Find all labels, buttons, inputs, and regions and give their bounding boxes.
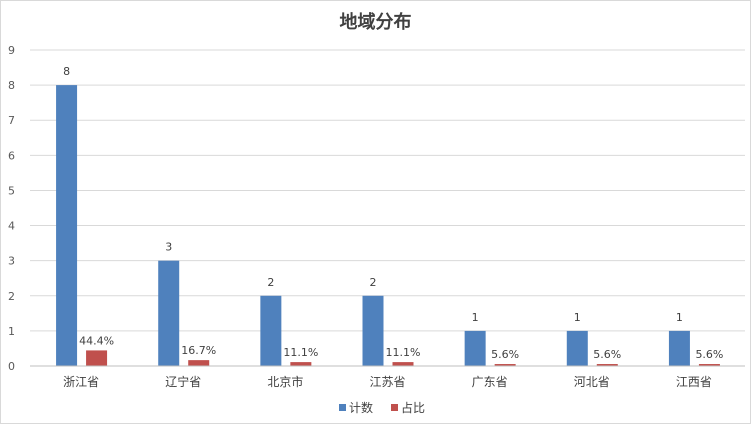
- y-tick-label: 0: [8, 360, 15, 373]
- data-label: 11.1%: [386, 346, 421, 359]
- data-label: 5.6%: [695, 348, 723, 361]
- category-label: 河北省: [574, 375, 610, 389]
- legend-label: 占比: [401, 400, 425, 415]
- bar-share: [698, 364, 720, 366]
- gridlines: [30, 49, 745, 332]
- bar-share: [596, 364, 618, 366]
- data-label: 5.6%: [593, 348, 621, 361]
- y-tick-label: 6: [8, 149, 15, 162]
- data-label: 16.7%: [181, 344, 216, 357]
- bar-count: [260, 295, 282, 366]
- legend-label: 计数: [349, 400, 373, 415]
- bar-count: [158, 260, 180, 366]
- bar-count: [362, 295, 384, 366]
- bar-count: [464, 330, 486, 366]
- data-label: 2: [370, 276, 377, 289]
- category-label: 广东省: [472, 375, 508, 389]
- y-axis: 0 1 2 3 4 5 6 7 8 9: [8, 44, 15, 373]
- y-tick-label: 9: [8, 44, 15, 57]
- category-label: 浙江省: [63, 375, 99, 389]
- bar-share: [392, 362, 414, 366]
- data-label: 3: [165, 241, 172, 254]
- chart-title: 地域分布: [339, 12, 412, 33]
- data-label: 11.1%: [283, 346, 318, 359]
- legend-swatch-count: [339, 404, 346, 411]
- bar-count: [56, 85, 78, 366]
- y-tick-label: 8: [8, 79, 15, 92]
- data-label: 44.4%: [79, 334, 114, 347]
- bar-share: [86, 350, 108, 366]
- bar-count: [566, 330, 588, 366]
- bar-share: [290, 362, 312, 366]
- bar-count: [668, 330, 690, 366]
- data-label: 5.6%: [491, 348, 519, 361]
- data-label: 1: [676, 311, 683, 324]
- data-label: 2: [267, 276, 274, 289]
- category-label: 辽宁省: [165, 374, 201, 389]
- data-label: 8: [63, 65, 70, 78]
- data-labels: 8 44.4% 3 16.7% 2 11.1% 2 11.1% 1 5.6% 1 5.6% 1 5.6%: [63, 65, 723, 361]
- y-tick-label: 1: [8, 325, 15, 338]
- data-label: 1: [574, 311, 581, 324]
- category-label: 江西省: [676, 375, 712, 389]
- legend-swatch-share: [391, 404, 398, 411]
- y-tick-label: 3: [8, 255, 15, 268]
- y-tick-label: 4: [8, 220, 15, 233]
- y-tick-label: 2: [8, 290, 15, 303]
- bars: [56, 85, 720, 366]
- legend: 计数 占比: [339, 400, 425, 415]
- category-label: 江苏省: [369, 375, 405, 389]
- category-label: 北京市: [267, 374, 303, 389]
- bar-share: [494, 364, 516, 366]
- y-tick-label: 5: [8, 184, 15, 197]
- y-tick-label: 7: [8, 114, 15, 127]
- data-label: 1: [472, 311, 479, 324]
- x-axis: 浙江省 辽宁省 北京市 江苏省 广东省 河北省 江西省: [30, 365, 745, 389]
- bar-share: [188, 360, 210, 366]
